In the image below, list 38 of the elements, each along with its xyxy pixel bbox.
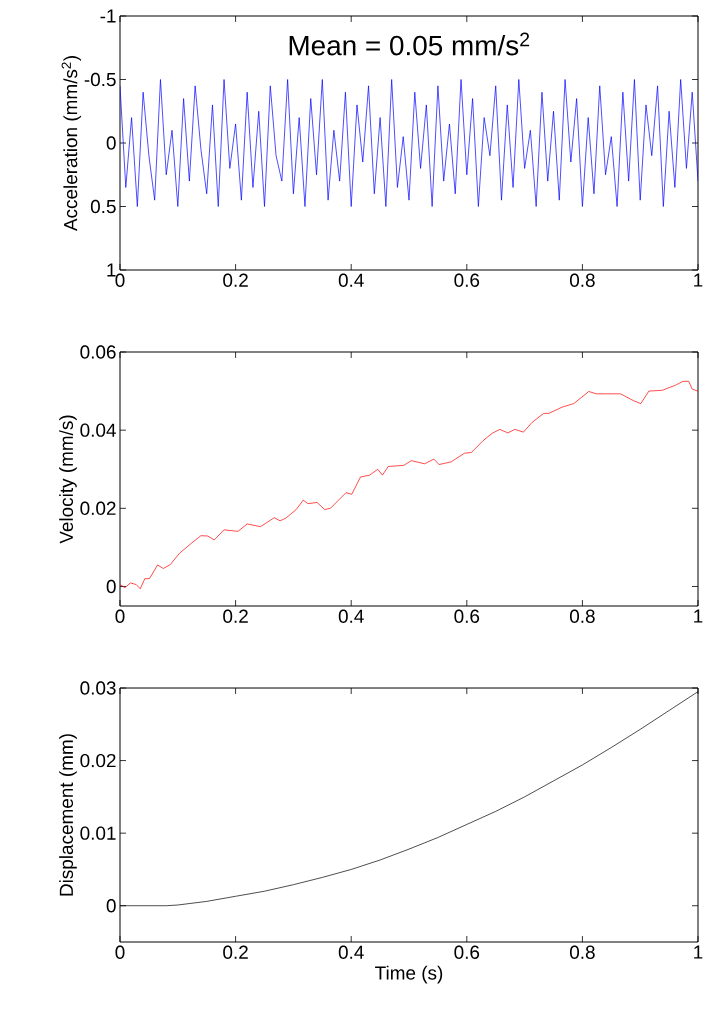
y-tick-label: -1 — [100, 9, 116, 23]
y-axis-title: Velocity (mm/s) — [59, 415, 77, 544]
x-tick-label: 0.2 — [223, 945, 248, 959]
x-tick-label: 0.2 — [223, 273, 248, 287]
x-tick-label: 0 — [115, 273, 125, 287]
line-series — [120, 79, 699, 207]
y-axis-title: Acceleration (mm/s$^{2}$) — [61, 56, 82, 232]
annotation: Mean = 0.05 mm/s$^{2}$ — [289, 32, 530, 56]
y-tick-label: 0.04 — [80, 423, 116, 437]
x-tick-label: 0 — [115, 945, 125, 959]
y-tick-label: 0.01 — [80, 826, 116, 840]
x-tick-label: 1 — [694, 273, 703, 287]
x-tick-label: 0.8 — [569, 273, 595, 287]
x-tick-label: 0.8 — [569, 945, 595, 959]
x-tick-label: 0.4 — [338, 945, 364, 959]
y-tick-label: -0.5 — [84, 72, 116, 87]
x-tick-label: 0.6 — [454, 273, 480, 287]
x-tick-label: 0.6 — [454, 609, 480, 623]
y-tick-label: 0 — [106, 899, 116, 913]
x-tick-label: 0.6 — [454, 945, 480, 959]
x-tick-label: 1 — [694, 609, 703, 623]
y-tick-label: 0.02 — [80, 501, 116, 516]
x-tick-label: 0.8 — [569, 609, 595, 623]
y-tick-label: 0 — [106, 136, 116, 150]
y-tick-label: 0.5 — [90, 199, 116, 214]
y-tick-label: 0.03 — [80, 681, 116, 695]
y-tick-label: 1 — [107, 263, 116, 277]
y-axis-title: Displacement (mm) — [59, 734, 77, 896]
x-tick-label: 1 — [694, 945, 703, 959]
x-tick-label: 0.2 — [223, 609, 248, 623]
x-tick-label: 0 — [115, 609, 125, 623]
y-tick-label: 0.06 — [80, 345, 116, 359]
x-tick-label: 0.4 — [338, 273, 364, 287]
y-tick-label: 0.02 — [80, 753, 116, 768]
x-tick-label: 0.4 — [338, 609, 364, 623]
y-tick-label: 0 — [106, 579, 116, 594]
x-axis-title: Time (s) — [375, 965, 443, 984]
line-series — [120, 380, 699, 590]
